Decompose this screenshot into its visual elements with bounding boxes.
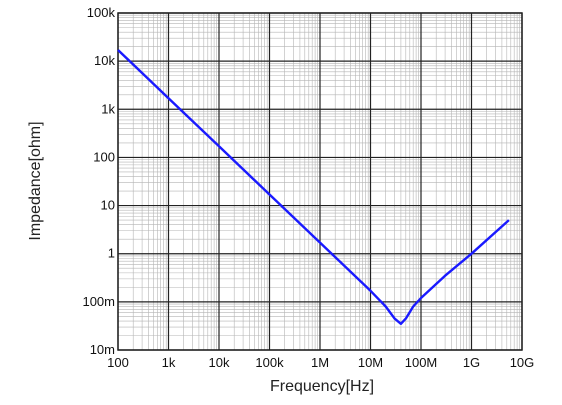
x-tick-label: 100k	[255, 355, 284, 370]
x-tick-label: 1k	[162, 355, 176, 370]
x-tick-label: 10G	[510, 355, 535, 370]
x-tick-label: 1G	[463, 355, 480, 370]
x-tick-label: 100	[107, 355, 129, 370]
y-axis-label: Impedance[ohm]	[27, 121, 44, 240]
x-axis-label: Frequency[Hz]	[270, 378, 374, 395]
y-tick-labels: 10m 100m 1 10 100 1k 10k 100k	[82, 5, 115, 357]
x-tick-label: 10M	[358, 355, 383, 370]
plot-frame	[117, 12, 523, 351]
y-tick-label: 1k	[101, 101, 115, 116]
y-tick-label: 100	[93, 149, 115, 164]
x-tick-labels: 100 1k 10k 100k 1M 10M 100M 1G 10G	[107, 355, 534, 370]
x-tick-label: 100M	[405, 355, 438, 370]
impedance-curve	[117, 49, 510, 325]
y-tick-label: 1	[108, 246, 115, 261]
y-tick-label: 10k	[94, 53, 115, 68]
x-tick-label: 10k	[209, 355, 230, 370]
y-tick-label: 100m	[82, 294, 115, 309]
y-tick-label: 10m	[90, 342, 115, 357]
y-tick-label: 10	[101, 198, 115, 213]
y-tick-label: 100k	[87, 5, 116, 20]
series-group	[117, 49, 510, 325]
x-tick-label: 1M	[311, 355, 329, 370]
